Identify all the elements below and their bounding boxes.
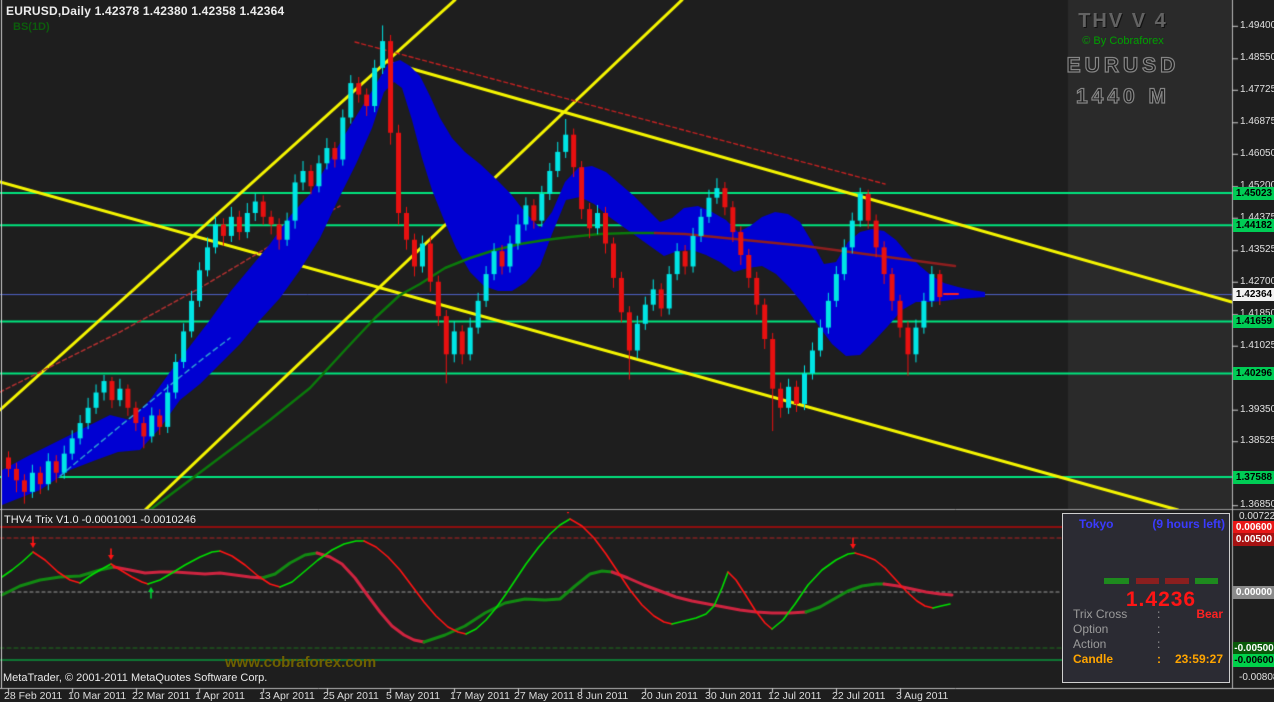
action-row: Action : bbox=[1063, 637, 1229, 651]
indicator-axis-badge: 0.00600 bbox=[1233, 520, 1274, 534]
date-label: 20 Jun 2011 bbox=[641, 690, 699, 702]
price-axis-label: 1.47725 bbox=[1240, 83, 1274, 95]
price-axis-badge: 1.40296 bbox=[1233, 367, 1274, 381]
colon: : bbox=[1157, 607, 1161, 621]
price-axis-label: 1.43525 bbox=[1240, 244, 1274, 256]
trix-cross-row: Trix Cross : Bear bbox=[1063, 607, 1229, 621]
option-row: Option : bbox=[1063, 622, 1229, 636]
colon: : bbox=[1157, 622, 1161, 636]
session-name: Tokyo bbox=[1079, 517, 1114, 531]
date-label: 28 Feb 2011 bbox=[4, 690, 63, 702]
thv-symbol: EURUSD bbox=[1066, 53, 1180, 77]
date-label: 12 Jul 2011 bbox=[768, 690, 822, 702]
date-label: 10 Mar 2011 bbox=[68, 690, 127, 702]
price-axis-label: 1.39350 bbox=[1240, 403, 1274, 415]
action-label: Action bbox=[1073, 637, 1107, 651]
price-axis-label: 1.42700 bbox=[1240, 275, 1274, 287]
date-label: 30 Jun 2011 bbox=[705, 690, 763, 702]
metatrader-copyright: MetaTrader, © 2001-2011 MetaQuotes Softw… bbox=[3, 672, 268, 684]
candle-countdown-value: 23:59:27 bbox=[1174, 652, 1223, 666]
option-label: Option bbox=[1073, 622, 1109, 636]
date-label: 13 Apr 2011 bbox=[259, 690, 315, 702]
price-axis-label: 1.44375 bbox=[1240, 211, 1274, 223]
date-label: 17 May 2011 bbox=[450, 690, 510, 702]
signal-tag: BS(1D) bbox=[13, 21, 50, 33]
date-label: 27 May 2011 bbox=[514, 690, 574, 702]
date-label: 8 Jun 2011 bbox=[577, 690, 629, 702]
date-label: 22 Jul 2011 bbox=[832, 690, 886, 702]
price-axis-label: 1.49400 bbox=[1240, 19, 1274, 31]
price-axis-badge: 1.44182 bbox=[1233, 218, 1274, 232]
indicator-axis-badge: -0.00600 bbox=[1233, 653, 1274, 667]
price-axis-label: 1.41025 bbox=[1240, 339, 1274, 351]
session-time-left: (9 hours left) bbox=[1152, 517, 1225, 531]
date-label: 25 Apr 2011 bbox=[323, 690, 379, 702]
price-axis-label: 1.36850 bbox=[1240, 499, 1274, 511]
date-label: 22 Mar 2011 bbox=[132, 690, 191, 702]
thv-credit: © By Cobraforex bbox=[1082, 35, 1164, 47]
trix-cross-value: Bear bbox=[1196, 607, 1223, 621]
price-axis-label: 1.46050 bbox=[1240, 147, 1274, 159]
price-axis-badge: 1.42364 bbox=[1233, 288, 1274, 302]
thv-watermark-block: THV V 4 © By Cobraforex EURUSD 1440 M bbox=[1048, 10, 1198, 109]
date-label: 5 May 2011 bbox=[386, 690, 441, 702]
signal-bar bbox=[1195, 578, 1218, 584]
indicator-axis-label: -0.00808 bbox=[1239, 672, 1274, 683]
current-price-big: 1.4236 bbox=[1125, 588, 1197, 611]
indicator-title: THV4 Trix V1.0 -0.0001001 -0.0010246 bbox=[4, 514, 197, 526]
price-axis-badge: 1.37588 bbox=[1233, 470, 1274, 484]
indicator-axis-label: 0.007225 bbox=[1239, 511, 1274, 522]
candle-countdown-row: Candle : 23:59:27 bbox=[1063, 652, 1229, 666]
price-axis-label: 1.45200 bbox=[1240, 180, 1274, 191]
thv-title: THV V 4 bbox=[1078, 10, 1168, 32]
thv-timeframe: 1440 M bbox=[1075, 84, 1171, 108]
candle-label: Candle bbox=[1073, 652, 1114, 666]
indicator-axis-badge: 0.00500 bbox=[1233, 532, 1274, 546]
indicator-axis-badge: -0.00500 bbox=[1233, 641, 1274, 655]
price-axis-badge: 1.41659 bbox=[1233, 315, 1274, 328]
colon: : bbox=[1157, 652, 1161, 666]
signal-bar bbox=[1104, 578, 1129, 584]
cobraforex-watermark: www.cobraforex.com bbox=[225, 654, 377, 671]
colon: : bbox=[1157, 637, 1161, 651]
price-axis-label: 1.46875 bbox=[1240, 116, 1274, 128]
thv-info-panel[interactable]: Tokyo (9 hours left) 1.4236 Trix Cross :… bbox=[1062, 513, 1230, 683]
trix-cross-label: Trix Cross bbox=[1073, 607, 1128, 621]
date-label: 1 Apr 2011 bbox=[195, 690, 246, 702]
price-axis-label: 1.48550 bbox=[1240, 52, 1274, 64]
price-axis-label: 1.38525 bbox=[1240, 435, 1274, 447]
price-axis-label: 1.41850 bbox=[1240, 308, 1274, 320]
price-axis-badge: 1.45023 bbox=[1233, 186, 1274, 200]
signal-bar bbox=[1165, 578, 1189, 584]
indicator-axis-badge: 0.00000 bbox=[1233, 585, 1274, 599]
symbol-quote-line: EURUSD,Daily 1.42378 1.42380 1.42358 1.4… bbox=[6, 4, 285, 18]
signal-bar bbox=[1136, 578, 1159, 584]
date-label: 3 Aug 2011 bbox=[896, 690, 949, 702]
